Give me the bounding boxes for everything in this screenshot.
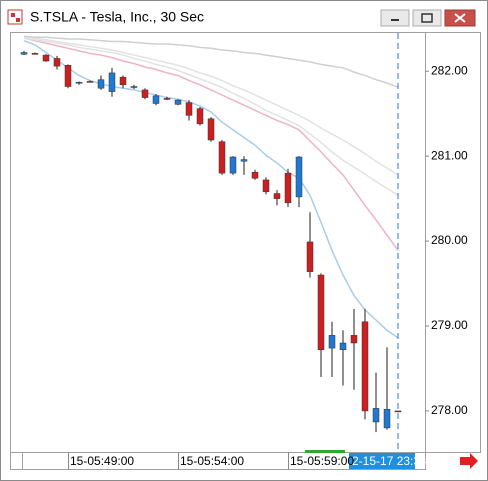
session-marker (305, 450, 345, 453)
candle-body (31, 53, 39, 55)
candle-body (53, 58, 61, 67)
scroll-right-arrow[interactable] (460, 453, 478, 469)
y-tick-label: 280.00 (431, 233, 468, 247)
candle-body (361, 321, 369, 412)
scroll-box[interactable] (10, 452, 23, 470)
maximize-icon (421, 13, 433, 23)
candle-body (350, 335, 358, 344)
candle-body (229, 156, 237, 174)
candle-body (306, 241, 314, 272)
candle-body (218, 141, 226, 174)
candle-body (240, 159, 248, 162)
y-tick-label: 278.00 (431, 403, 468, 417)
candle-body (163, 98, 171, 100)
candle-body (141, 89, 149, 98)
candle-body (86, 81, 94, 83)
candle-body (130, 86, 138, 88)
candle-body (251, 172, 259, 179)
candle-body (273, 193, 281, 199)
y-tick-label: 281.00 (431, 148, 468, 162)
cursor-label-box (349, 453, 415, 469)
candle-body (207, 118, 215, 141)
plot-frame (10, 32, 481, 453)
window-title: S.TSLA - Tesla, Inc., 30 Sec (30, 9, 204, 25)
moving-average-line (23, 39, 399, 339)
moving-average-line (23, 35, 399, 89)
x-tick-label: 15-05:54:00 (180, 454, 244, 468)
candle-body (394, 410, 402, 413)
app-icon-dot (11, 13, 15, 17)
candle-body (317, 274, 325, 351)
candle-body (108, 72, 116, 92)
x-axis-bar (22, 452, 426, 470)
x-tick-label: 15-05:49:00 (70, 454, 134, 468)
cursor-label: 2-15-17 23:34:00 (352, 454, 444, 468)
candle-body (383, 408, 391, 429)
candle-body (119, 76, 127, 86)
candle-body (185, 102, 193, 116)
moving-average-line (23, 37, 399, 196)
candle-body (339, 342, 347, 351)
close-icon (454, 13, 466, 23)
candle-body (196, 108, 204, 125)
candle-body (262, 179, 270, 193)
x-tick-label: 15-05:59:00 (290, 454, 354, 468)
app-icon-dot (16, 18, 20, 22)
candle-body (20, 52, 28, 55)
candle-body (174, 99, 182, 105)
candle-body (97, 79, 105, 89)
candle-body (328, 335, 336, 349)
candle-body (42, 54, 50, 62)
candle-body (284, 172, 292, 204)
y-tick-label: 279.00 (431, 318, 468, 332)
minimize-button[interactable] (380, 9, 410, 27)
candle-body (75, 82, 83, 84)
moving-average-line (23, 37, 399, 251)
candle-body (295, 156, 303, 198)
y-tick-label: 282.00 (431, 63, 468, 77)
moving-average-line (23, 35, 399, 176)
candle-body (152, 95, 160, 104)
candle-body (64, 65, 72, 87)
maximize-button[interactable] (412, 9, 442, 27)
candle-body (372, 408, 380, 423)
plot-area (20, 33, 402, 450)
